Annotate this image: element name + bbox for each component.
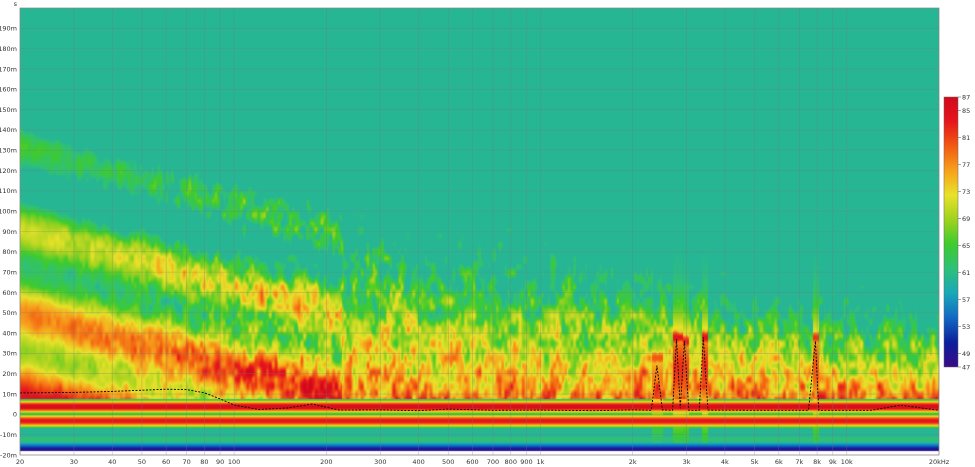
y-axis: -20m -10m 0 10m 20m 30m 40m 50m 60m 70m 80m 90m 100m… [0, 25, 17, 460]
colorbar-tick-label: 87 [962, 93, 970, 101]
y-tick-label: 100m [0, 207, 17, 215]
x-tick-label: 800 [505, 458, 517, 466]
x-tick-label: 2k [629, 458, 637, 466]
heatmap-image [20, 8, 939, 455]
y-tick-label: -10m [0, 431, 17, 439]
grid-lines [19, 8, 940, 456]
colorbar [943, 96, 959, 368]
x-tick-label: 400 [412, 458, 424, 466]
x-tick-label: 30 [70, 458, 78, 466]
y-tick-label: 120m [0, 167, 17, 175]
colorbar-tick-label: 81 [962, 134, 970, 142]
y-tick-label: -20m [0, 451, 17, 459]
x-tick-label: 300 [374, 458, 386, 466]
y-tick-label: 170m [0, 65, 17, 73]
x-tick-label: 70 [183, 458, 191, 466]
y-tick-label: 80m [2, 248, 17, 256]
colorbar-tick-label: 69 [962, 215, 970, 223]
x-tick-label: 80 [200, 458, 208, 466]
x-tick-label: 20kHz [929, 458, 950, 466]
x-tick-label: 3k [683, 458, 691, 466]
y-tick-label: 10m [2, 390, 17, 398]
x-tick-label: 1k [536, 458, 544, 466]
colorbar-tick-label: 73 [962, 188, 970, 196]
x-axis: 20 30 40 50 60 70 80 90 100 200 300 400 500 600 700 800… [16, 458, 950, 466]
y-tick-label: 70m [2, 268, 17, 276]
y-unit-label: s [14, 0, 18, 8]
y-tick-label: 0 [13, 411, 17, 419]
y-tick-label: 20m [2, 370, 17, 378]
y-tick-label: 30m [2, 350, 17, 358]
colorbar-tick-label: 77 [962, 161, 970, 169]
colorbar-tick-label: 61 [962, 269, 970, 277]
x-tick-label: 8k [813, 458, 821, 466]
x-tick-label: 5k [751, 458, 759, 466]
x-tick-label: 7k [795, 458, 803, 466]
y-tick-label: 130m [0, 147, 17, 155]
plot-frame [19, 7, 940, 456]
y-tick-label: 50m [2, 309, 17, 317]
y-tick-label: 110m [0, 187, 17, 195]
x-tick-label: 500 [442, 458, 454, 466]
x-tick-label: 9k [829, 458, 837, 466]
x-tick-label: 200 [320, 458, 332, 466]
x-tick-label: 700 [487, 458, 499, 466]
x-tick-label: 60 [162, 458, 170, 466]
y-tick-label: 40m [2, 329, 17, 337]
y-tick-label: 180m [0, 45, 17, 53]
x-tick-label: 6k [775, 458, 783, 466]
y-tick-label: 160m [0, 86, 17, 94]
y-tick-label: 60m [2, 289, 17, 297]
x-tick-label: 20 [16, 458, 24, 466]
x-tick-label: 600 [466, 458, 478, 466]
colorbar-tick-label: 49 [962, 350, 970, 358]
x-tick-label: 10k [841, 458, 853, 466]
colorbar-tick-label: 47 [962, 363, 970, 371]
colorbar-tick-label: 85 [962, 107, 970, 115]
colorbar-tick-label: 57 [962, 296, 970, 304]
y-tick-label: 90m [2, 228, 17, 236]
x-tick-label: 900 [520, 458, 532, 466]
colorbar-ticks: 87 85 81 77 73 69 65 61 57 53 49 47 [958, 93, 970, 371]
x-tick-label: 4k [721, 458, 729, 466]
x-tick-label: 90 [216, 458, 224, 466]
y-tick-label: 150m [0, 106, 17, 114]
x-tick-label: 50 [138, 458, 146, 466]
x-tick-label: 40 [108, 458, 116, 466]
y-tick-label: 190m [0, 25, 17, 33]
colorbar-tick-label: 65 [962, 242, 970, 250]
x-tick-label: 100 [228, 458, 240, 466]
y-tick-label: 140m [0, 126, 17, 134]
colorbar-tick-label: 53 [962, 323, 970, 331]
group-delay-curve [19, 337, 940, 412]
